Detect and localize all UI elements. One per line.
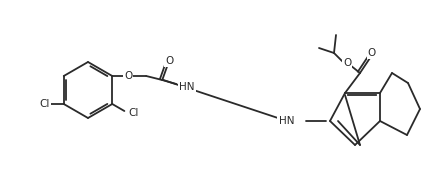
Text: O: O	[165, 56, 173, 66]
Text: O: O	[368, 48, 376, 58]
Text: O: O	[124, 71, 132, 81]
Text: HN: HN	[179, 82, 195, 92]
Text: Cl: Cl	[128, 108, 139, 118]
Text: Cl: Cl	[40, 99, 50, 109]
Text: HN: HN	[279, 116, 294, 126]
Text: O: O	[343, 58, 351, 68]
